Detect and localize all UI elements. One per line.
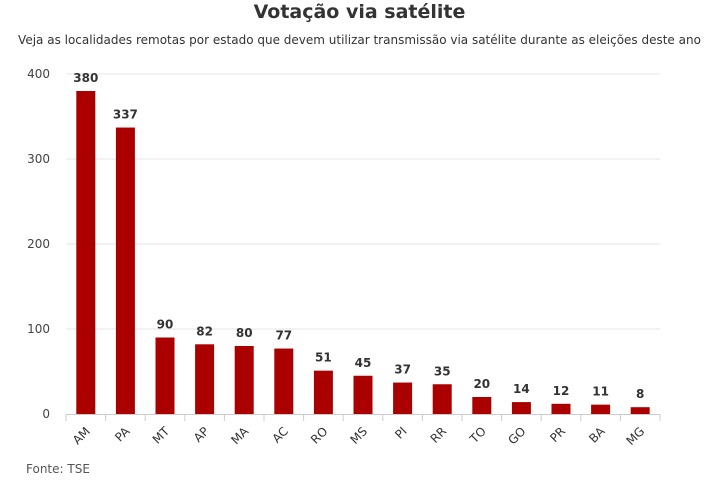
category-label-ac: AC (269, 424, 290, 445)
gridlines (66, 73, 660, 330)
y-tick-label: 0 (42, 407, 50, 421)
category-label-mg: MG (624, 424, 648, 448)
data-label-am: 380 (73, 71, 98, 85)
data-label-pr: 12 (553, 384, 570, 398)
data-label-rr: 35 (434, 364, 451, 378)
data-label-pi: 37 (394, 363, 411, 377)
bar-am (76, 91, 96, 414)
data-label-mt: 90 (157, 318, 174, 332)
data-label-ba: 11 (592, 385, 609, 399)
bar-mg (630, 407, 650, 414)
data-label-mg: 8 (636, 387, 644, 401)
data-label-to: 20 (473, 377, 490, 391)
y-tick-label: 300 (27, 152, 50, 166)
data-label-ms: 45 (355, 356, 372, 370)
bar-mt (155, 337, 175, 414)
category-label-ma: MA (228, 424, 252, 448)
y-tick-label: 100 (27, 322, 50, 336)
data-label-pa: 337 (113, 108, 138, 122)
bar-ms (353, 375, 373, 414)
bar-rr (432, 384, 452, 414)
category-label-go: GO (505, 424, 528, 447)
source-note: Fonte: TSE (26, 462, 90, 476)
category-label-am: AM (70, 424, 93, 447)
y-tick-label: 200 (27, 237, 50, 251)
category-label-ba: BA (586, 424, 608, 446)
y-tick-label: 400 (27, 67, 50, 81)
bars (76, 91, 650, 415)
category-label-pi: PI (392, 424, 410, 442)
bar-pa (115, 127, 135, 415)
category-label-rr: RR (428, 424, 450, 446)
bar-pr (551, 403, 571, 414)
category-label-ap: AP (191, 424, 212, 445)
data-label-ap: 82 (196, 324, 213, 338)
bar-ac (274, 348, 294, 414)
data-label-ro: 51 (315, 351, 332, 365)
category-label-mt: MT (150, 424, 173, 447)
category-label-to: TO (466, 424, 488, 446)
data-label-go: 14 (513, 382, 530, 396)
category-label-ms: MS (348, 424, 371, 447)
bar-pi (393, 382, 413, 414)
bar-ro (313, 370, 333, 414)
bar-ba (591, 404, 611, 414)
category-label-pa: PA (112, 424, 133, 445)
category-label-pr: PR (547, 424, 568, 445)
chart-title: Votação via satélite (253, 1, 466, 23)
y-axis-ticks: 0 100 200 300 400 (27, 67, 50, 421)
bar-ma (234, 346, 254, 414)
bar-go (511, 402, 531, 414)
bar-to (472, 397, 492, 414)
chart-subtitle: Veja as localidades remotas por estado q… (18, 33, 701, 47)
data-labels: 380 337 90 82 80 77 51 45 37 35 20 14 12 11 8 (73, 71, 644, 401)
category-label-ro: RO (308, 424, 330, 446)
data-label-ac: 77 (275, 329, 292, 343)
x-axis: AM PA MT AP MA AC RO MS PI RR TO GO PR BA MG (65, 414, 661, 448)
data-label-ma: 80 (236, 326, 253, 340)
bar-ap (195, 344, 215, 414)
